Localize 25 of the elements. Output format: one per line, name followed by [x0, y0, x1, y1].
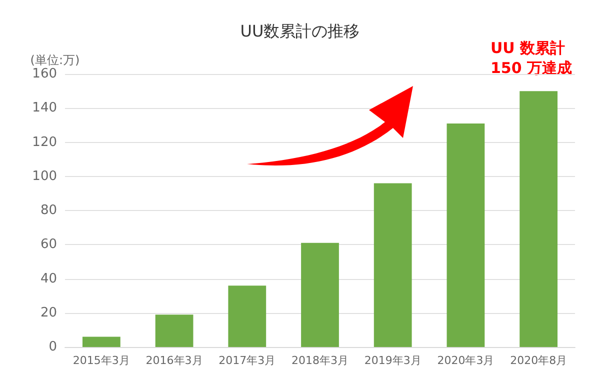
y-tick-label: 120: [32, 134, 57, 150]
x-tick-label: 2018年3月: [292, 354, 348, 367]
y-tick-label: 40: [40, 271, 57, 286]
bar: [520, 91, 558, 347]
bar: [374, 183, 412, 347]
x-tick-label: 2017年3月: [218, 354, 276, 367]
chart-title: UU数累計の推移: [240, 22, 360, 40]
bar: [301, 242, 339, 347]
y-tick-label: 160: [32, 66, 57, 82]
x-tick-label: 2015年3月: [72, 354, 130, 367]
bar: [446, 123, 485, 347]
bar: [155, 314, 194, 347]
bar: [228, 286, 266, 347]
x-tick-label: 2016年3月: [146, 354, 203, 367]
bar: [82, 336, 120, 347]
y-tick-label: 60: [40, 237, 57, 252]
y-tick-label: 140: [32, 100, 57, 116]
y-tick-label: 100: [32, 168, 57, 184]
y-tick-label: 20: [40, 305, 57, 320]
x-tick-label: 2019年3月: [364, 354, 422, 367]
y-axis-title: (単位:万): [30, 53, 80, 67]
y-tick-label: 80: [40, 203, 57, 218]
x-tick-label: 2020年3月: [437, 354, 494, 367]
y-tick-label: 0: [48, 340, 57, 354]
x-tick-label: 2020年8月: [510, 354, 568, 367]
